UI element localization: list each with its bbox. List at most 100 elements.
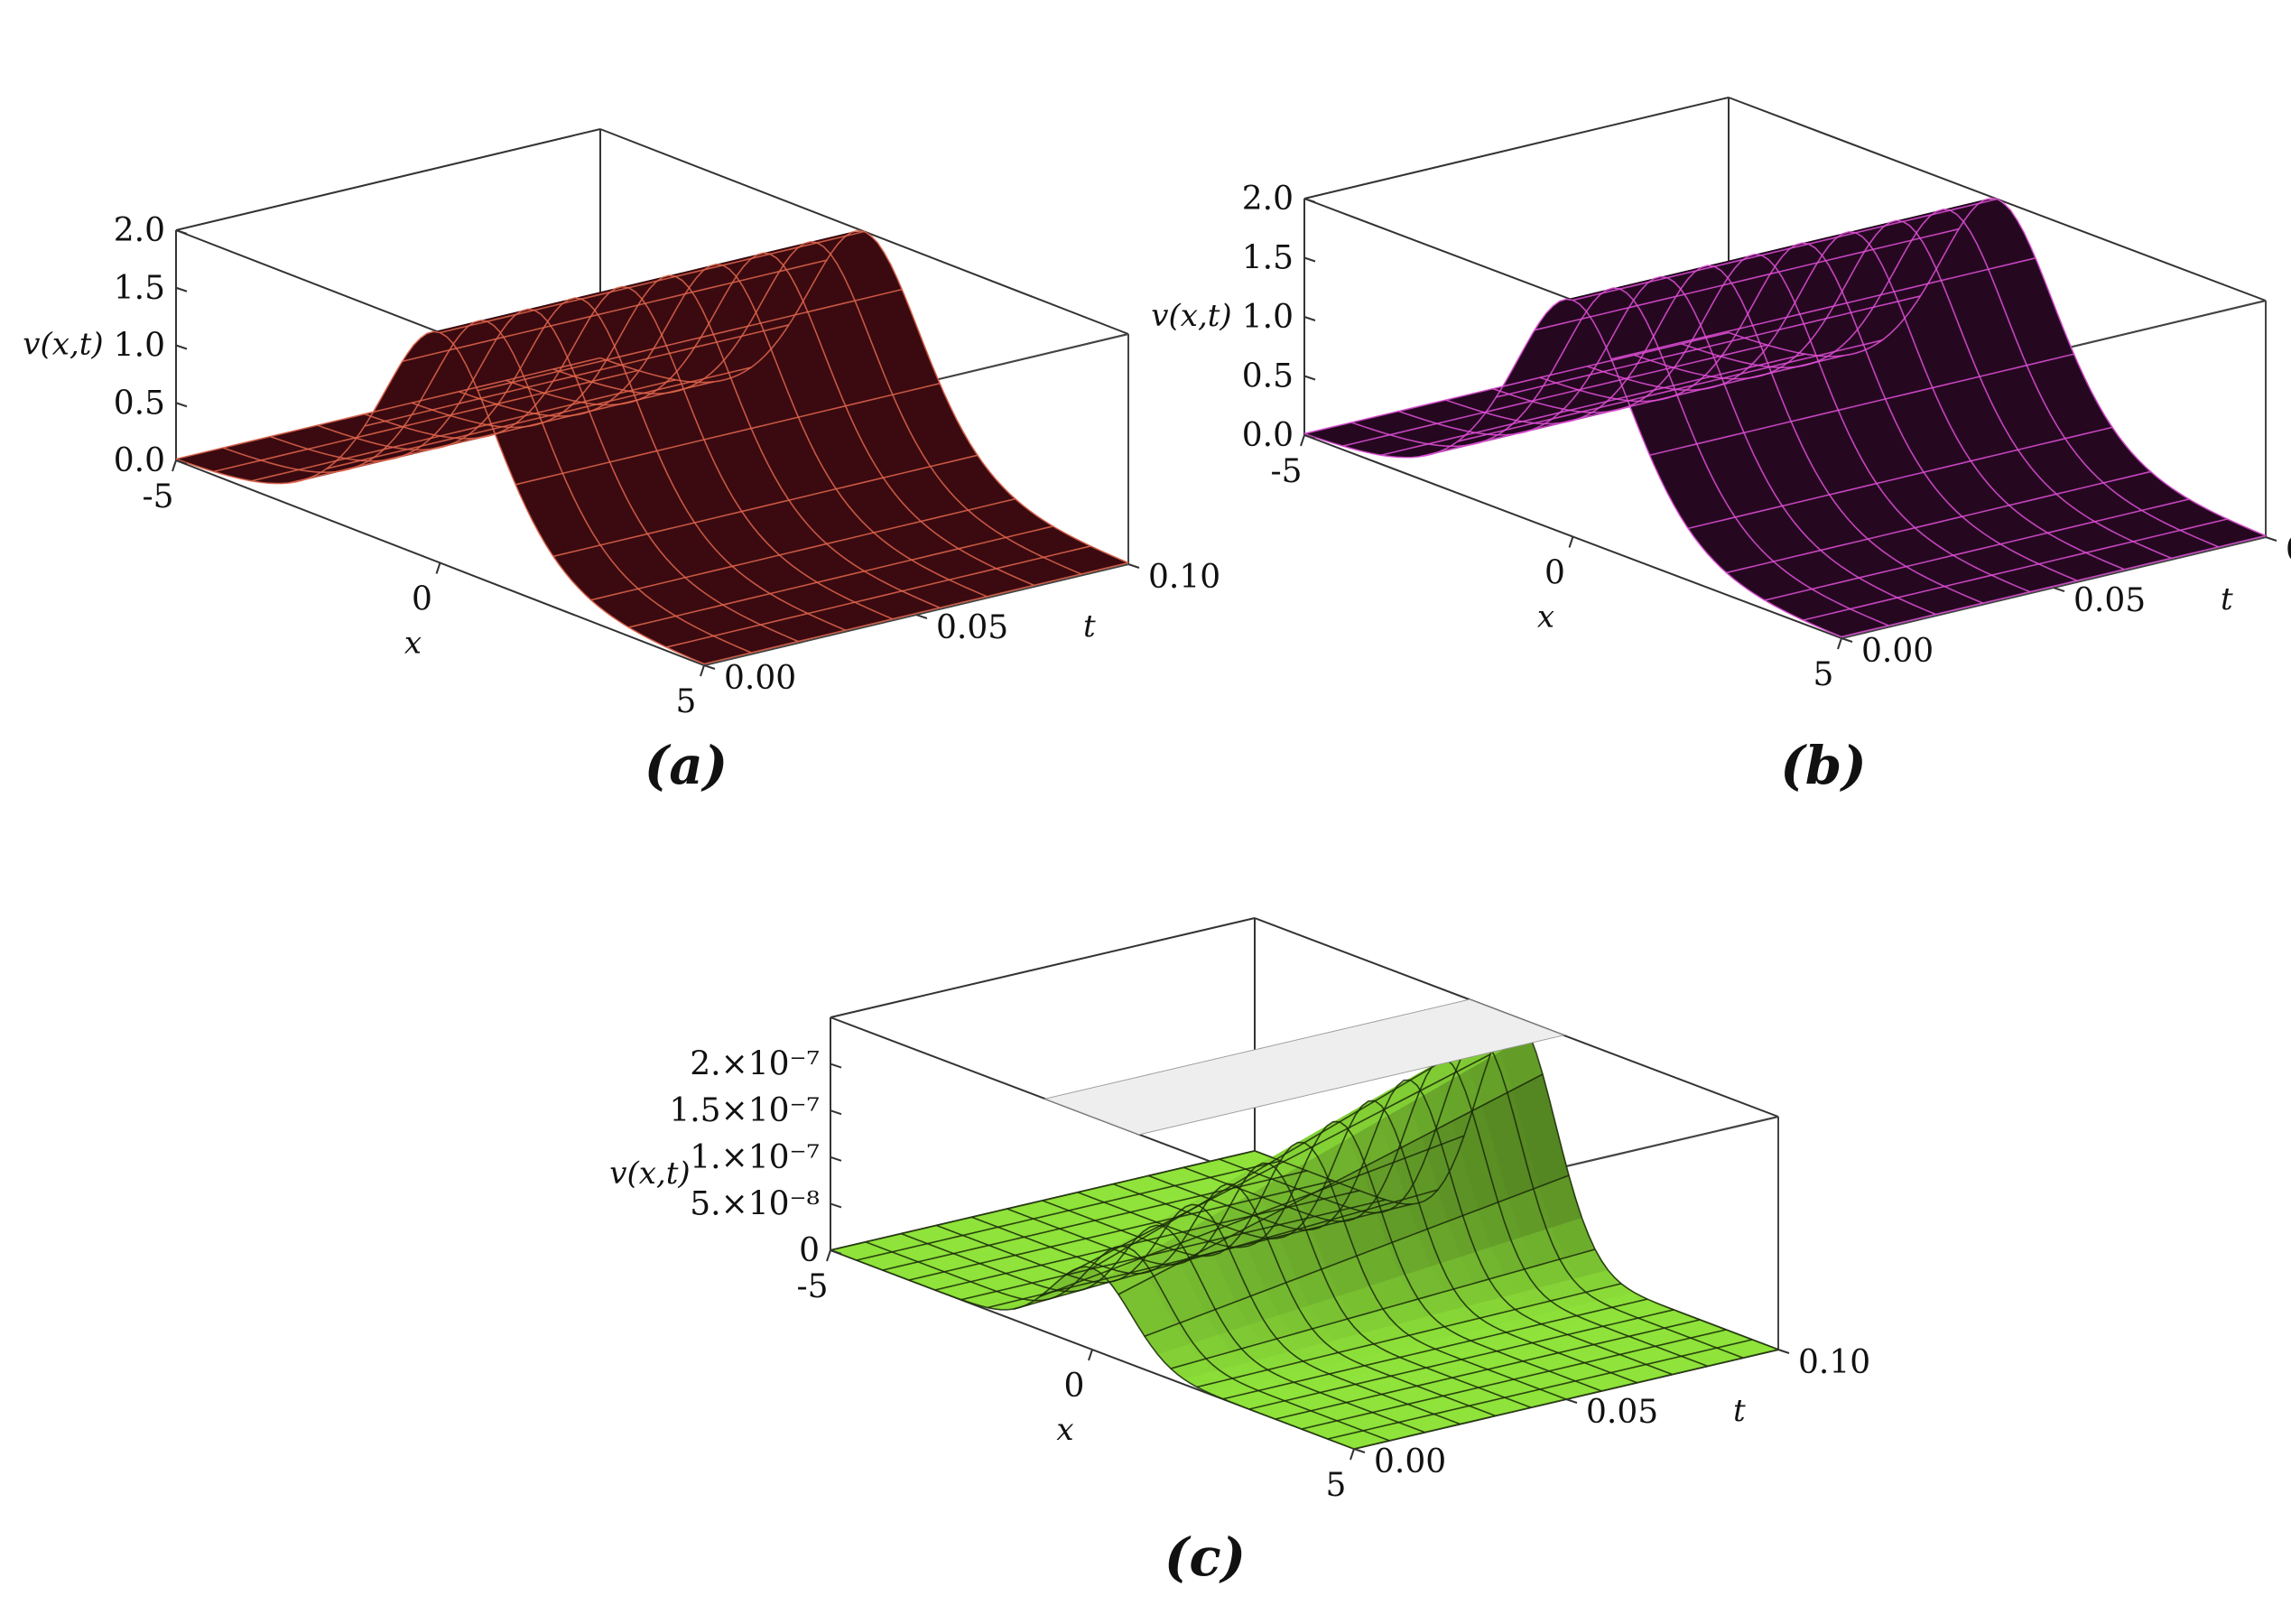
- mesh-line-x: [364, 324, 790, 427]
- mesh-line-t: [175, 330, 705, 665]
- z-tick: [175, 344, 188, 350]
- mesh-line-x: [213, 369, 638, 473]
- clipped-top: [1043, 998, 1565, 1136]
- mesh-line-x: [1764, 498, 2190, 601]
- t-tick: [915, 614, 928, 619]
- mesh-line-x: [1572, 198, 1998, 302]
- mesh-line-t: [364, 285, 894, 620]
- mesh-line-x: [552, 454, 979, 558]
- z-tick: [830, 1063, 842, 1069]
- mesh-line-t: [1350, 287, 1889, 626]
- mesh-line-t: [865, 1241, 1390, 1442]
- t-tick: [1127, 563, 1140, 569]
- mesh-line-x: [440, 230, 865, 334]
- z-tick-label: 0.5: [114, 385, 165, 422]
- mesh-line-t: [830, 1249, 1355, 1450]
- panel-label: (b): [1780, 735, 1866, 796]
- z-tick-label: 1.5: [114, 270, 165, 307]
- mesh-line-t: [411, 274, 941, 608]
- x-tick: [1568, 536, 1574, 548]
- box-edge: [1303, 97, 1730, 200]
- mesh-line-t: [506, 252, 1034, 587]
- x-tick-label: -5: [796, 1268, 828, 1305]
- surface-mesh: [175, 229, 1129, 665]
- mesh-line-x: [478, 288, 903, 392]
- panel-label: (c): [1164, 1527, 1246, 1588]
- mesh-line-x: [1303, 331, 1730, 435]
- z-tick: [830, 1249, 842, 1255]
- mesh-line-t: [1303, 298, 1842, 638]
- mesh-line-x: [1726, 470, 2151, 574]
- z-axis-label: v(x,t): [609, 1155, 690, 1192]
- chart-panel-c: [826, 917, 1790, 1461]
- mesh-line-t: [1077, 1120, 1602, 1392]
- mesh-line-t: [1398, 275, 1936, 616]
- x-axis-label: x: [404, 626, 422, 662]
- t-tick-label: 0.00: [1374, 1443, 1446, 1480]
- box-edge: [175, 128, 601, 231]
- mesh-line-x: [326, 367, 752, 469]
- mesh-line-t: [1006, 1162, 1532, 1408]
- mesh-line-t: [901, 1224, 1425, 1434]
- mesh-line-x: [1803, 518, 2228, 621]
- box-edge: [830, 917, 1256, 1018]
- x-tick: [700, 664, 705, 677]
- z-tick-label: 2.0: [1242, 181, 1294, 218]
- z-tick-label: 2.×10⁻⁷: [690, 1046, 820, 1083]
- x-tick: [1350, 1448, 1355, 1461]
- z-tick-label: 1.0: [1242, 299, 1294, 336]
- z-tick-label: 0.5: [1242, 358, 1294, 395]
- mesh-line-t: [1587, 230, 2125, 571]
- mesh-line-x: [590, 497, 1016, 601]
- mesh-line-x: [251, 379, 676, 482]
- z-tick: [1303, 434, 1316, 440]
- mesh-line-t: [459, 263, 988, 598]
- x-tick-label: -5: [1270, 453, 1302, 490]
- z-tick: [175, 229, 188, 235]
- mesh-line-t: [1113, 1100, 1637, 1384]
- t-tick-label: 0.10: [1148, 559, 1220, 596]
- z-tick-labels: [830, 1063, 842, 1255]
- t-tick-label: 0.00: [1861, 633, 1934, 670]
- z-tick-label: 0.0: [114, 442, 165, 479]
- mesh-line-t: [222, 320, 752, 654]
- t-tick: [703, 664, 716, 670]
- mesh-line-x: [1649, 353, 2074, 457]
- mesh-line-x: [628, 525, 1053, 628]
- t-tick-label: 0.10: [1798, 1344, 1870, 1381]
- t-tick: [1777, 1349, 1790, 1354]
- x-tick-label: 5: [1813, 656, 1834, 693]
- t-tick-label: 0.05: [936, 609, 1008, 646]
- x-tick: [1300, 434, 1305, 447]
- mesh-line-t: [1539, 242, 2078, 581]
- x-tick-label: 5: [1326, 1467, 1347, 1504]
- t-tick-label: 0.00: [724, 660, 796, 697]
- mesh-line-x: [1457, 339, 1883, 442]
- t-tick: [1841, 637, 1853, 643]
- x-tick-label: 5: [676, 683, 697, 720]
- z-tick-label: 1.×10⁻⁷: [690, 1139, 820, 1176]
- mesh-line-x: [666, 545, 1091, 648]
- z-tick-label: 0.0: [1242, 417, 1294, 454]
- x-tick-label: 0: [1544, 555, 1565, 592]
- t-tick: [2053, 587, 2065, 592]
- mesh-line-t: [1042, 1141, 1567, 1400]
- surface-mesh: [1303, 197, 2267, 638]
- mesh-line-t: [971, 1183, 1496, 1417]
- mesh-line-x: [1380, 353, 1806, 457]
- mesh-line-x: [1419, 355, 1844, 458]
- x-tick: [435, 562, 441, 574]
- z-tick-label: 1.5: [1242, 240, 1294, 277]
- x-tick-label: -5: [142, 478, 173, 515]
- chart-panel-b: [1300, 97, 2277, 650]
- t-tick: [1565, 1398, 1578, 1404]
- z-tick: [830, 1155, 842, 1162]
- mesh-line-x: [402, 259, 827, 362]
- mesh-line-t: [599, 229, 1129, 564]
- chart-panel-a: [172, 128, 1140, 677]
- z-axis-label: v(x,t): [1151, 298, 1231, 334]
- mesh-line-t: [1148, 1079, 1673, 1376]
- x-tick-label: 0: [1064, 1368, 1085, 1405]
